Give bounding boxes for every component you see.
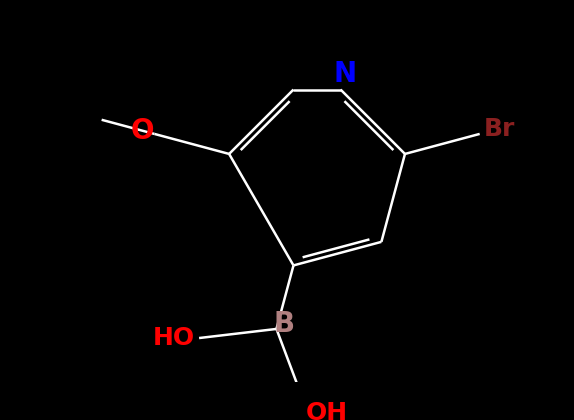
- Text: N: N: [333, 60, 356, 88]
- Text: B: B: [273, 310, 294, 339]
- Text: Br: Br: [483, 117, 515, 141]
- Text: HO: HO: [153, 326, 195, 350]
- Text: OH: OH: [305, 401, 348, 420]
- Text: O: O: [130, 117, 154, 144]
